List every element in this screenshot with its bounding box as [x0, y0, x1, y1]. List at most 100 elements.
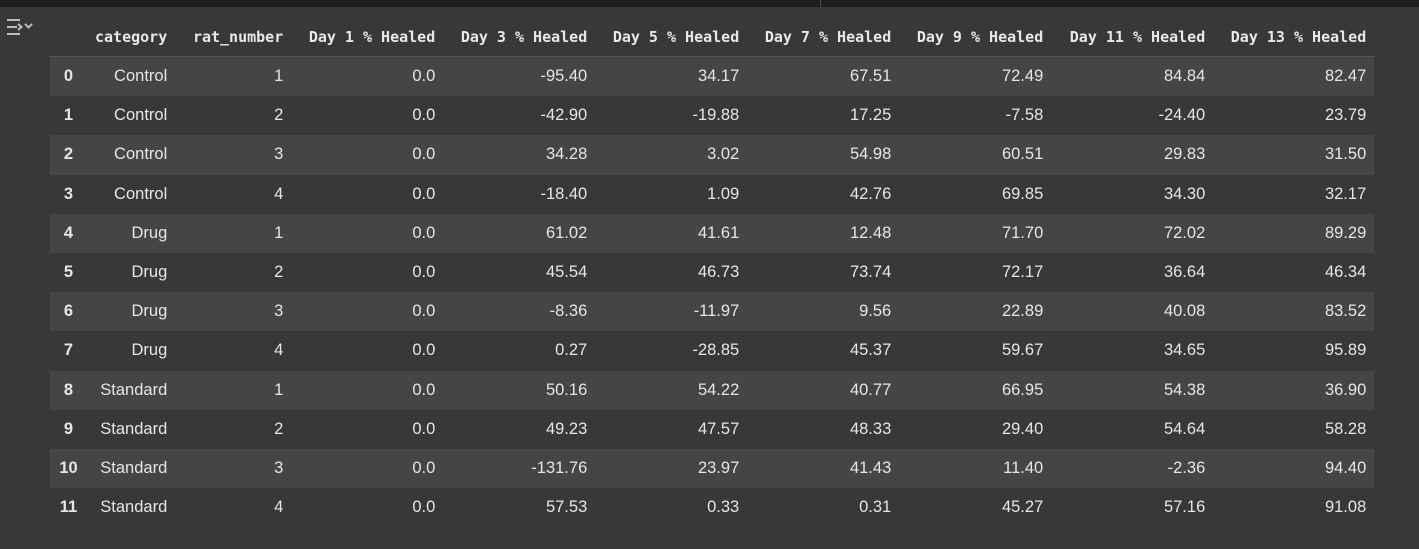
table-cell: 57.53: [545, 498, 588, 517]
table-cell: 84.84: [1163, 67, 1206, 86]
table-cell: 45.27: [1001, 498, 1044, 517]
table-cell: 0.0: [412, 263, 436, 282]
index-header: [50, 17, 87, 57]
dataframe-output: category rat_number Day 1 % Healed Day 3 % …: [50, 17, 1375, 528]
table-cell: 3: [274, 302, 284, 321]
table-row: 0 Control 1 0.0 -95.40 34.17 67.51 72.49 84.84 82…: [50, 56, 1375, 97]
table-cell: 4: [274, 184, 284, 203]
top-bar-divider: [820, 0, 821, 7]
table-cell: 91.08: [1324, 498, 1367, 517]
column-header: category: [87, 17, 176, 57]
table-cell: 48.33: [849, 419, 892, 438]
table-cell: 31.50: [1324, 145, 1367, 164]
table-row: 7 Drug 4 0.0 0.27 -28.85 45.37 59.67 34.65 95.89: [50, 331, 1375, 371]
column-header: Day 1 % Healed: [291, 17, 444, 57]
table-cell: 0.0: [412, 458, 436, 477]
table-cell: 0.0: [412, 106, 436, 125]
table-cell: -7.58: [1005, 106, 1044, 125]
table-cell: Standard: [100, 419, 168, 438]
row-index: 8: [63, 380, 74, 399]
table-cell: 46.73: [697, 263, 740, 282]
table-cell: 23.79: [1324, 106, 1367, 125]
table-cell: 0.33: [707, 498, 740, 517]
table-cell: 34.17: [697, 67, 740, 86]
table-cell: 41.43: [849, 458, 892, 477]
table-cell: -131.76: [531, 458, 588, 477]
table-cell: 94.40: [1324, 458, 1367, 477]
table-cell: 23.97: [697, 458, 740, 477]
table-cell: 58.28: [1324, 419, 1367, 438]
table-body: 0 Control 1 0.0 -95.40 34.17 67.51 72.49 84.84 82…: [50, 56, 1375, 528]
row-index: 5: [63, 263, 74, 282]
table-cell: -28.85: [692, 341, 740, 360]
output-actions-icon[interactable]: [4, 16, 36, 40]
table-cell: 60.51: [1001, 145, 1044, 164]
table-cell: Drug: [131, 341, 168, 360]
table-cell: 36.90: [1324, 380, 1367, 399]
table-cell: 0.0: [412, 145, 436, 164]
table-cell: 11.40: [1003, 458, 1044, 477]
table-cell: Drug: [131, 223, 168, 242]
table-row: 3 Control 4 0.0 -18.40 1.09 42.76 69.85 34.30 32.…: [50, 174, 1375, 214]
table-cell: 0.27: [555, 341, 588, 360]
table-row: 6 Drug 3 0.0 -8.36 -11.97 9.56 22.89 40.08 83.52: [50, 292, 1375, 332]
table-cell: 40.08: [1163, 302, 1206, 321]
table-cell: -19.88: [692, 106, 740, 125]
table-cell: 82.47: [1324, 67, 1367, 86]
table-cell: 73.74: [849, 263, 892, 282]
table-cell: 0.0: [412, 184, 436, 203]
table-cell: 57.16: [1163, 498, 1206, 517]
table-cell: 34.30: [1163, 184, 1206, 203]
table-cell: 72.02: [1163, 223, 1206, 242]
column-header: Day 11 % Healed: [1051, 17, 1214, 57]
table-cell: Control: [114, 106, 168, 125]
table-row: 5 Drug 2 0.0 45.54 46.73 73.74 72.17 36.64 46.34: [50, 252, 1375, 293]
table-cell: Standard: [100, 458, 168, 477]
table-cell: 3.02: [707, 145, 740, 164]
table-cell: 83.52: [1324, 302, 1367, 321]
table-row: 1 Control 2 0.0 -42.90 -19.88 17.25 -7.58 -24.40…: [50, 96, 1375, 136]
row-index: 0: [63, 67, 74, 86]
table-cell: 89.29: [1324, 223, 1367, 242]
table-cell: 4: [274, 341, 284, 360]
table-cell: 29.83: [1163, 145, 1206, 164]
table-cell: 40.77: [849, 380, 892, 399]
table-row: 11 Standard 4 0.0 57.53 0.33 0.31 45.27 57.16 91.…: [50, 488, 1375, 528]
table-cell: -42.90: [540, 106, 588, 125]
table-cell: -18.40: [540, 184, 588, 203]
table-cell: 54.38: [1163, 380, 1206, 399]
table-cell: -8.36: [549, 302, 588, 321]
table-row: 8 Standard 1 0.0 50.16 54.22 40.77 66.95 54.38 36…: [50, 370, 1375, 410]
column-header: rat_number: [175, 17, 292, 57]
table-cell: 54.98: [849, 145, 892, 164]
column-header: Day 9 % Healed: [899, 17, 1052, 57]
row-index: 6: [63, 302, 74, 321]
table-cell: 1: [274, 223, 284, 242]
table-cell: 0.0: [412, 341, 436, 360]
table-cell: 72.17: [1001, 263, 1044, 282]
table-cell: 47.57: [697, 419, 740, 438]
table-row: 9 Standard 2 0.0 49.23 47.57 48.33 29.40 54.64 58…: [50, 409, 1375, 449]
row-index: 11: [59, 498, 78, 517]
table-cell: Standard: [100, 380, 168, 399]
table-cell: 69.85: [1001, 184, 1044, 203]
column-header: Day 3 % Healed: [443, 17, 596, 57]
table-row: 10 Standard 3 0.0 -131.76 23.97 41.43 11.40 -2.3…: [50, 448, 1375, 489]
table-cell: 2: [274, 263, 284, 282]
table-cell: 0.0: [412, 223, 436, 242]
column-header: Day 5 % Healed: [595, 17, 748, 57]
table-cell: 1: [274, 67, 284, 86]
table-row: 2 Control 3 0.0 34.28 3.02 54.98 60.51 29.83 31.5…: [50, 135, 1375, 175]
table-cell: 45.54: [545, 263, 588, 282]
row-index: 1: [63, 106, 74, 125]
dataframe-table: category rat_number Day 1 % Healed Day 3 % …: [50, 17, 1375, 528]
table-cell: -2.36: [1167, 458, 1206, 477]
table-cell: 95.89: [1324, 341, 1367, 360]
row-index: 2: [63, 145, 74, 164]
table-cell: 32.17: [1324, 184, 1367, 203]
table-cell: 12.48: [849, 223, 892, 242]
column-header: Day 7 % Healed: [747, 17, 900, 57]
table-cell: 49.23: [545, 419, 588, 438]
table-cell: -95.40: [540, 67, 588, 86]
table-cell: 0.0: [412, 302, 436, 321]
